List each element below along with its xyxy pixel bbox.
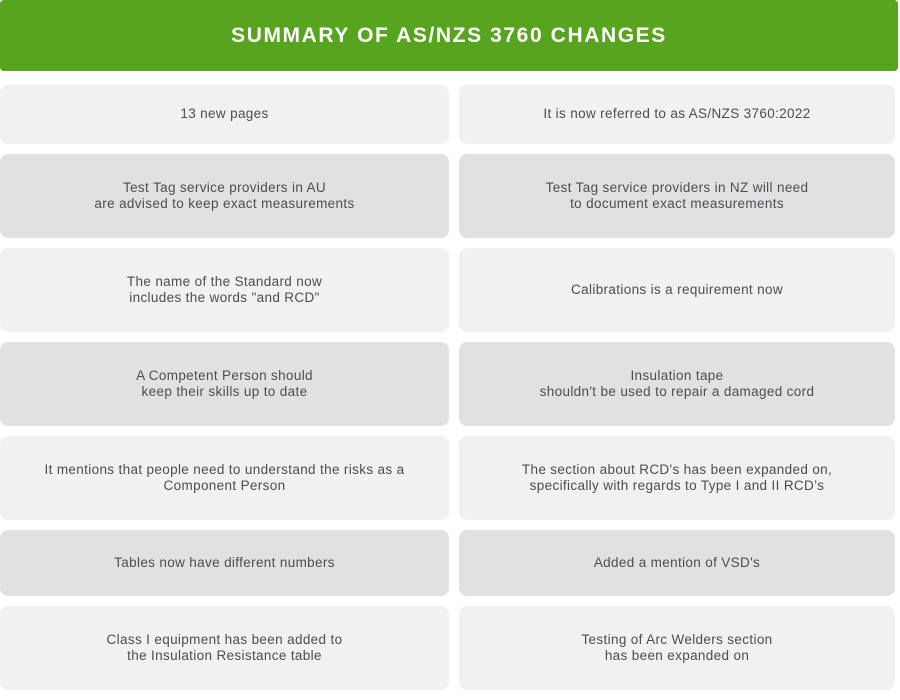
cell-new-designation: It is now referred to as AS/NZS 3760:202…	[459, 85, 895, 144]
cell-text: A Competent Person should keep their ski…	[136, 367, 313, 400]
cell-text: It mentions that people need to understa…	[44, 461, 405, 494]
cell-understand-risks: It mentions that people need to understa…	[0, 436, 449, 520]
cell-competent-person: A Competent Person should keep their ski…	[0, 342, 449, 426]
cell-calibrations: Calibrations is a requirement now	[459, 248, 895, 332]
cell-rcd-section: The section about RCD's has been expande…	[459, 436, 895, 520]
cell-class-i-equipment: Class I equipment has been added to the …	[0, 606, 449, 690]
cell-text: Tables now have different numbers	[114, 554, 335, 570]
cell-text: The name of the Standard now includes th…	[126, 273, 323, 306]
cell-insulation-tape: Insulation tape shouldn't be used to rep…	[459, 342, 895, 426]
summary-grid: 13 new pages It is now referred to as AS…	[0, 85, 895, 690]
page-title: SUMMARY OF AS/NZS 3760 CHANGES	[231, 23, 667, 47]
cell-text: 13 new pages	[180, 106, 269, 122]
cell-text: It is now referred to as AS/NZS 3760:202…	[543, 106, 811, 122]
cell-text: Class I equipment has been added to the …	[106, 631, 343, 664]
cell-text: The section about RCD's has been expande…	[521, 461, 833, 494]
cell-text: Test Tag service providers in NZ will ne…	[545, 179, 809, 212]
cell-arc-welders: Testing of Arc Welders section has been …	[459, 606, 895, 690]
header-banner: SUMMARY OF AS/NZS 3760 CHANGES	[0, 0, 898, 71]
cell-text: Added a mention of VSD's	[593, 554, 761, 570]
cell-nz-providers: Test Tag service providers in NZ will ne…	[459, 154, 895, 238]
cell-text: Insulation tape shouldn't be used to rep…	[539, 367, 815, 400]
cell-text: Test Tag service providers in AU are adv…	[94, 179, 355, 212]
cell-standard-name: The name of the Standard now includes th…	[0, 248, 449, 332]
cell-new-pages: 13 new pages	[0, 85, 449, 144]
cell-text: Testing of Arc Welders section has been …	[581, 631, 773, 664]
cell-au-providers: Test Tag service providers in AU are adv…	[0, 154, 449, 238]
cell-table-numbers: Tables now have different numbers	[0, 530, 449, 596]
cell-text: Calibrations is a requirement now	[571, 281, 783, 297]
cell-vsd-mention: Added a mention of VSD's	[459, 530, 895, 596]
